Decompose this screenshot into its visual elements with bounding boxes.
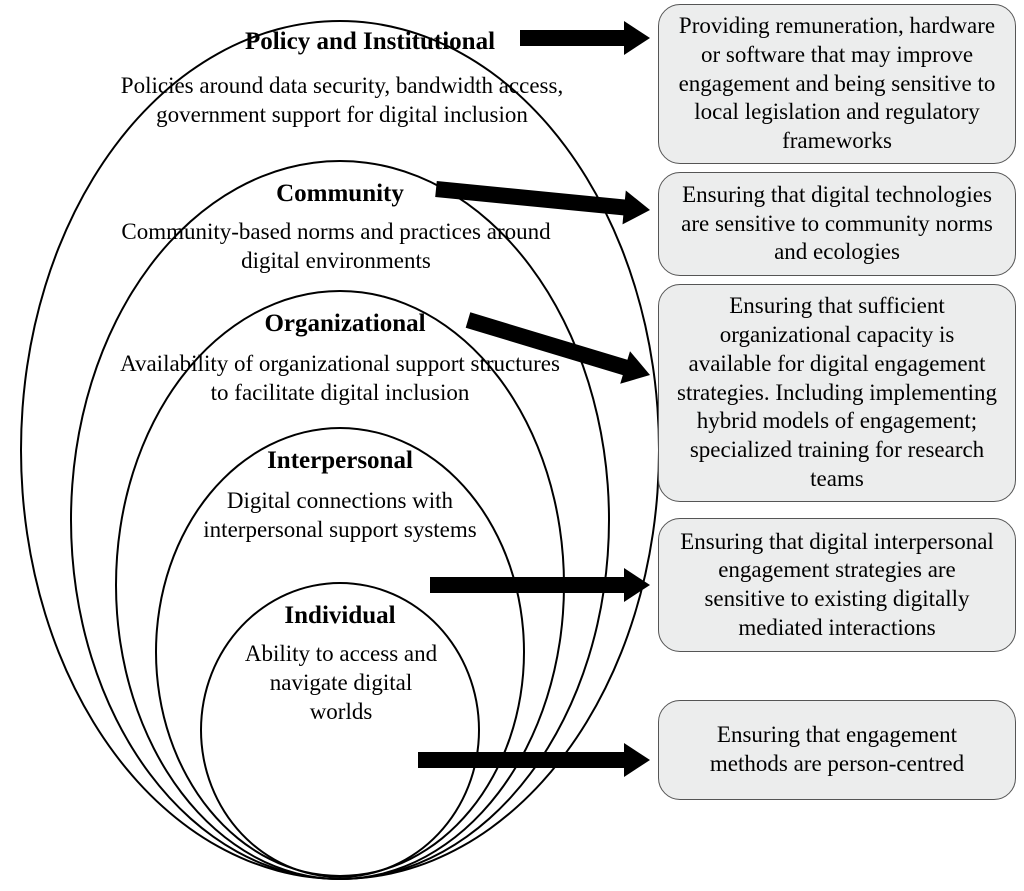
ring-desc-organizational: Availability of organizational support s… [120,350,560,408]
ring-title-policy: Policy and Institutional [220,26,520,57]
ring-title-individual: Individual [265,600,415,631]
ring-title-organizational: Organizational [235,308,455,339]
ring-desc-community: Community-based norms and practices arou… [116,218,556,276]
ring-desc-policy: Policies around data security, bandwidth… [92,72,592,130]
ring-desc-interpersonal: Digital connections with interpersonal s… [170,487,510,545]
callout-policy_callout: Providing remuneration, hardware or soft… [658,4,1016,164]
callout-organizational_callout: Ensuring that sufficient organizational … [658,284,1016,502]
diagram-stage: Policy and Institutional Policies around … [0,0,1024,891]
callout-individual_callout: Ensuring that engagement methods are per… [658,700,1016,800]
callout-interpersonal_callout: Ensuring that digital interpersonal enga… [658,518,1016,652]
callout-community_callout: Ensuring that digital technologies are s… [658,172,1016,276]
ring-title-community: Community [240,178,440,209]
ring-desc-individual: Ability to access and navigate digital w… [236,640,446,726]
ring-title-interpersonal: Interpersonal [240,445,440,476]
